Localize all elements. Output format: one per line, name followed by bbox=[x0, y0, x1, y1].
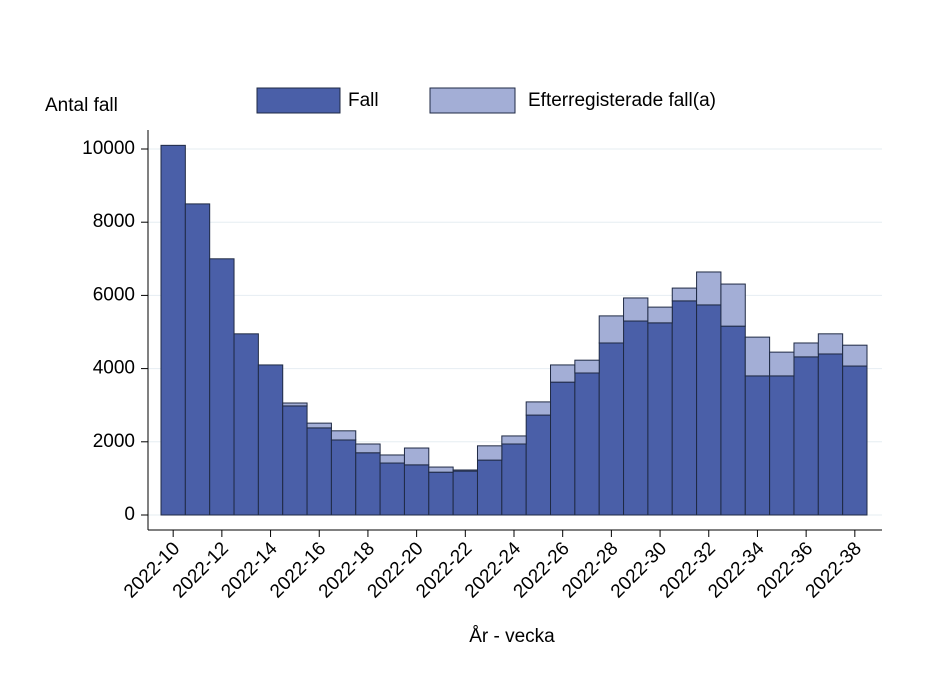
bar bbox=[428, 471, 454, 516]
bar bbox=[476, 459, 503, 516]
bar bbox=[842, 365, 868, 516]
y-tick-label: 0 bbox=[124, 504, 135, 525]
bar bbox=[769, 351, 795, 377]
bar bbox=[525, 414, 552, 516]
bar bbox=[793, 356, 819, 516]
bar bbox=[330, 430, 357, 441]
bar bbox=[817, 333, 844, 355]
bar bbox=[282, 405, 308, 516]
bar bbox=[598, 342, 625, 516]
bar bbox=[184, 203, 211, 516]
bar bbox=[550, 364, 576, 383]
bar bbox=[379, 462, 405, 516]
bar bbox=[842, 344, 868, 367]
bar bbox=[720, 325, 746, 516]
bar bbox=[306, 422, 332, 429]
bar bbox=[744, 336, 771, 377]
bar bbox=[209, 258, 235, 516]
y-tick-label: 6000 bbox=[93, 284, 135, 305]
bar bbox=[355, 443, 381, 454]
bar bbox=[671, 287, 698, 302]
bar bbox=[817, 353, 844, 516]
bar bbox=[696, 304, 722, 516]
bar bbox=[233, 333, 259, 516]
legend-swatch bbox=[429, 87, 516, 114]
bar bbox=[696, 271, 722, 306]
bar bbox=[257, 364, 284, 516]
bar bbox=[720, 283, 746, 327]
bar bbox=[550, 381, 576, 516]
bar bbox=[525, 401, 552, 416]
bar bbox=[160, 144, 186, 516]
bar bbox=[428, 466, 454, 473]
bar bbox=[403, 447, 430, 466]
legend-label: Efterregisterade fall(a) bbox=[528, 90, 716, 111]
bar bbox=[379, 454, 405, 464]
bar bbox=[793, 342, 819, 358]
bar bbox=[671, 300, 698, 516]
y-tick-label: 2000 bbox=[93, 431, 135, 452]
bar bbox=[598, 315, 625, 344]
bar bbox=[403, 464, 430, 516]
legend-swatch bbox=[256, 87, 341, 114]
bar bbox=[452, 469, 478, 472]
bar bbox=[330, 439, 357, 516]
y-axis-title: Antal fall bbox=[45, 95, 118, 116]
bar bbox=[623, 320, 649, 516]
y-tick-label: 8000 bbox=[93, 211, 135, 232]
bar bbox=[574, 372, 600, 516]
bar bbox=[355, 452, 381, 516]
y-tick-label: 10000 bbox=[82, 138, 135, 159]
legend-label: Fall bbox=[348, 90, 379, 111]
y-tick-label: 4000 bbox=[93, 358, 135, 379]
bar bbox=[623, 297, 649, 322]
bar bbox=[476, 445, 503, 461]
bar bbox=[282, 402, 308, 407]
bar bbox=[306, 427, 332, 516]
bar bbox=[744, 375, 771, 516]
bar bbox=[647, 306, 673, 324]
bar bbox=[501, 435, 527, 445]
x-axis-title: År - vecka bbox=[469, 626, 555, 647]
bar bbox=[501, 443, 527, 516]
bar bbox=[647, 322, 673, 516]
bar bbox=[769, 375, 795, 516]
bar bbox=[452, 470, 478, 516]
bar bbox=[574, 359, 600, 374]
